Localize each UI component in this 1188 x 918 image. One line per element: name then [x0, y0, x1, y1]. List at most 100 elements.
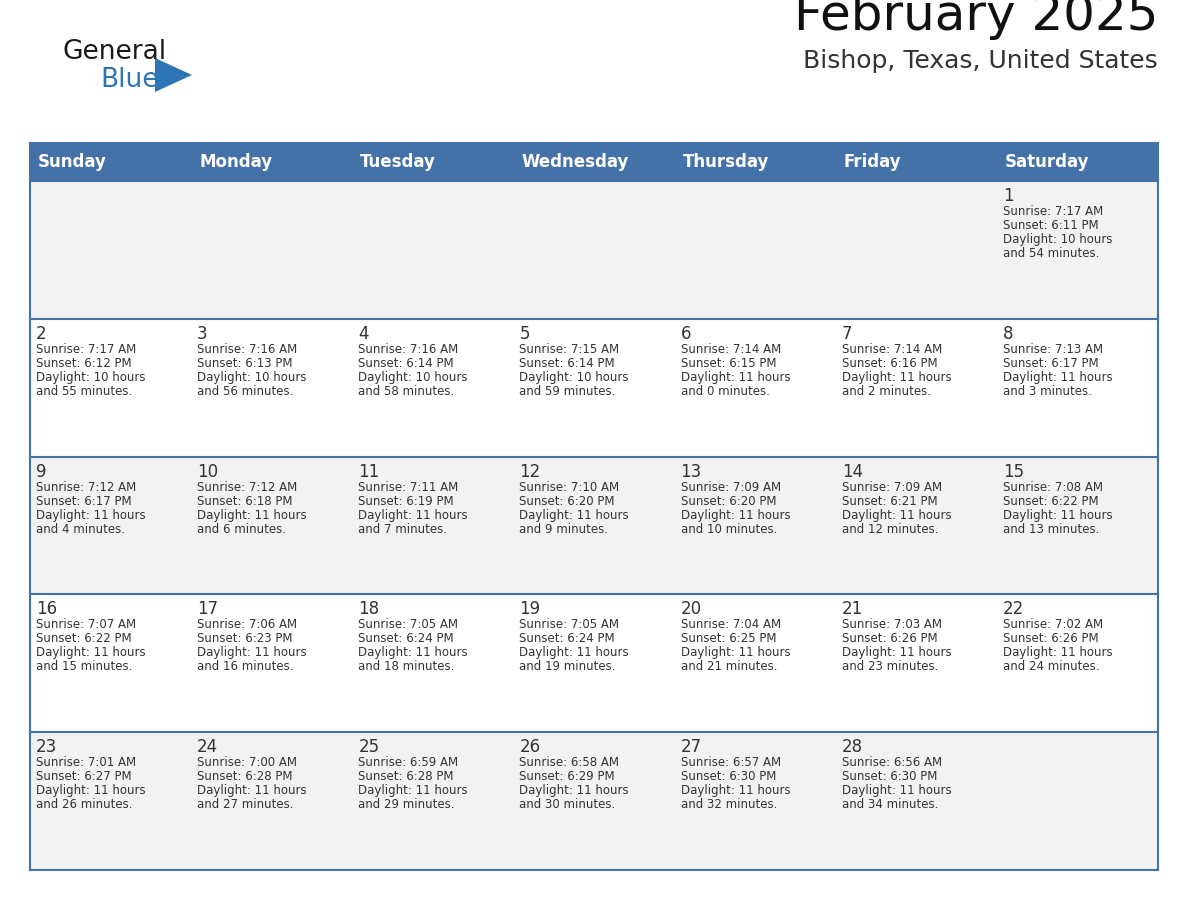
- Bar: [30, 319, 191, 456]
- Text: Sunrise: 7:10 AM: Sunrise: 7:10 AM: [519, 481, 620, 494]
- Bar: [997, 319, 1158, 456]
- Text: Sunset: 6:12 PM: Sunset: 6:12 PM: [36, 357, 132, 370]
- Text: and 54 minutes.: and 54 minutes.: [1003, 247, 1099, 260]
- Text: Sunrise: 7:14 AM: Sunrise: 7:14 AM: [842, 342, 942, 356]
- Text: and 6 minutes.: and 6 minutes.: [197, 522, 286, 535]
- Text: Sunrise: 7:14 AM: Sunrise: 7:14 AM: [681, 342, 781, 356]
- Text: and 7 minutes.: and 7 minutes.: [359, 522, 448, 535]
- Text: 13: 13: [681, 463, 702, 481]
- Bar: [675, 456, 835, 594]
- Text: Daylight: 11 hours: Daylight: 11 hours: [359, 646, 468, 659]
- Text: Sunrise: 7:13 AM: Sunrise: 7:13 AM: [1003, 342, 1102, 356]
- Text: Sunset: 6:28 PM: Sunset: 6:28 PM: [359, 770, 454, 783]
- Text: 18: 18: [359, 600, 379, 619]
- Text: and 26 minutes.: and 26 minutes.: [36, 798, 133, 812]
- Bar: [353, 456, 513, 594]
- Text: Daylight: 10 hours: Daylight: 10 hours: [36, 371, 145, 384]
- Text: Sunrise: 7:17 AM: Sunrise: 7:17 AM: [1003, 205, 1104, 218]
- Text: Sunrise: 7:05 AM: Sunrise: 7:05 AM: [519, 619, 619, 632]
- Bar: [513, 594, 675, 733]
- Bar: [191, 319, 353, 456]
- Bar: [513, 181, 675, 319]
- Text: Sunrise: 6:58 AM: Sunrise: 6:58 AM: [519, 756, 619, 769]
- Text: Daylight: 11 hours: Daylight: 11 hours: [842, 509, 952, 521]
- Text: 1: 1: [1003, 187, 1013, 205]
- Text: 27: 27: [681, 738, 702, 756]
- Bar: [513, 456, 675, 594]
- Text: Sunset: 6:14 PM: Sunset: 6:14 PM: [519, 357, 615, 370]
- Bar: [997, 456, 1158, 594]
- Text: Sunrise: 6:57 AM: Sunrise: 6:57 AM: [681, 756, 781, 769]
- Text: Daylight: 10 hours: Daylight: 10 hours: [359, 371, 468, 384]
- Text: Sunset: 6:18 PM: Sunset: 6:18 PM: [197, 495, 292, 508]
- Text: Sunset: 6:26 PM: Sunset: 6:26 PM: [842, 633, 937, 645]
- Text: Sunrise: 7:09 AM: Sunrise: 7:09 AM: [842, 481, 942, 494]
- Text: 11: 11: [359, 463, 379, 481]
- Text: Sunrise: 7:00 AM: Sunrise: 7:00 AM: [197, 756, 297, 769]
- Text: Sunrise: 7:09 AM: Sunrise: 7:09 AM: [681, 481, 781, 494]
- Text: 12: 12: [519, 463, 541, 481]
- Text: Sunrise: 7:17 AM: Sunrise: 7:17 AM: [36, 342, 137, 356]
- Text: 21: 21: [842, 600, 862, 619]
- Bar: [30, 181, 191, 319]
- Text: Daylight: 11 hours: Daylight: 11 hours: [681, 509, 790, 521]
- Text: and 23 minutes.: and 23 minutes.: [842, 660, 939, 674]
- Text: Sunset: 6:26 PM: Sunset: 6:26 PM: [1003, 633, 1099, 645]
- Text: February 2025: February 2025: [794, 0, 1158, 40]
- Text: Sunrise: 7:05 AM: Sunrise: 7:05 AM: [359, 619, 459, 632]
- Text: Daylight: 11 hours: Daylight: 11 hours: [1003, 371, 1112, 384]
- Text: Sunrise: 7:07 AM: Sunrise: 7:07 AM: [36, 619, 137, 632]
- Text: Sunrise: 7:12 AM: Sunrise: 7:12 AM: [197, 481, 297, 494]
- Text: Daylight: 11 hours: Daylight: 11 hours: [519, 509, 630, 521]
- Text: 2: 2: [36, 325, 46, 342]
- Text: 20: 20: [681, 600, 702, 619]
- Text: Sunset: 6:16 PM: Sunset: 6:16 PM: [842, 357, 937, 370]
- Text: Sunset: 6:22 PM: Sunset: 6:22 PM: [1003, 495, 1099, 508]
- Text: and 58 minutes.: and 58 minutes.: [359, 385, 455, 397]
- Text: and 2 minutes.: and 2 minutes.: [842, 385, 930, 397]
- Text: Sunset: 6:24 PM: Sunset: 6:24 PM: [359, 633, 454, 645]
- Text: Sunset: 6:14 PM: Sunset: 6:14 PM: [359, 357, 454, 370]
- Text: Sunday: Sunday: [38, 153, 107, 171]
- Text: and 3 minutes.: and 3 minutes.: [1003, 385, 1092, 397]
- Text: and 55 minutes.: and 55 minutes.: [36, 385, 132, 397]
- Text: Friday: Friday: [843, 153, 902, 171]
- Text: Sunset: 6:28 PM: Sunset: 6:28 PM: [197, 770, 292, 783]
- Text: Daylight: 11 hours: Daylight: 11 hours: [519, 646, 630, 659]
- Text: Sunset: 6:27 PM: Sunset: 6:27 PM: [36, 770, 132, 783]
- Text: 26: 26: [519, 738, 541, 756]
- Text: Sunset: 6:11 PM: Sunset: 6:11 PM: [1003, 219, 1099, 232]
- Text: and 16 minutes.: and 16 minutes.: [197, 660, 293, 674]
- Bar: [353, 594, 513, 733]
- Text: Sunset: 6:25 PM: Sunset: 6:25 PM: [681, 633, 776, 645]
- Text: and 30 minutes.: and 30 minutes.: [519, 798, 615, 812]
- Text: Sunrise: 7:02 AM: Sunrise: 7:02 AM: [1003, 619, 1102, 632]
- Text: 4: 4: [359, 325, 368, 342]
- Text: Sunrise: 7:01 AM: Sunrise: 7:01 AM: [36, 756, 137, 769]
- Text: Daylight: 11 hours: Daylight: 11 hours: [842, 646, 952, 659]
- Text: and 10 minutes.: and 10 minutes.: [681, 522, 777, 535]
- Text: Daylight: 11 hours: Daylight: 11 hours: [842, 371, 952, 384]
- Bar: [30, 594, 191, 733]
- Text: Daylight: 11 hours: Daylight: 11 hours: [36, 646, 146, 659]
- Text: Sunrise: 7:06 AM: Sunrise: 7:06 AM: [197, 619, 297, 632]
- Text: Daylight: 10 hours: Daylight: 10 hours: [1003, 233, 1112, 246]
- Text: Sunrise: 7:12 AM: Sunrise: 7:12 AM: [36, 481, 137, 494]
- Text: Sunset: 6:23 PM: Sunset: 6:23 PM: [197, 633, 292, 645]
- Bar: [353, 733, 513, 870]
- Bar: [835, 733, 997, 870]
- Bar: [191, 594, 353, 733]
- Text: 24: 24: [197, 738, 219, 756]
- Text: Sunrise: 7:03 AM: Sunrise: 7:03 AM: [842, 619, 942, 632]
- Bar: [835, 594, 997, 733]
- Text: Sunrise: 7:08 AM: Sunrise: 7:08 AM: [1003, 481, 1102, 494]
- Text: and 15 minutes.: and 15 minutes.: [36, 660, 132, 674]
- Text: Daylight: 11 hours: Daylight: 11 hours: [197, 784, 307, 797]
- Text: Daylight: 11 hours: Daylight: 11 hours: [197, 646, 307, 659]
- Text: 14: 14: [842, 463, 862, 481]
- Bar: [353, 319, 513, 456]
- Text: Daylight: 11 hours: Daylight: 11 hours: [842, 784, 952, 797]
- Text: 6: 6: [681, 325, 691, 342]
- Bar: [30, 733, 191, 870]
- Text: Daylight: 11 hours: Daylight: 11 hours: [681, 646, 790, 659]
